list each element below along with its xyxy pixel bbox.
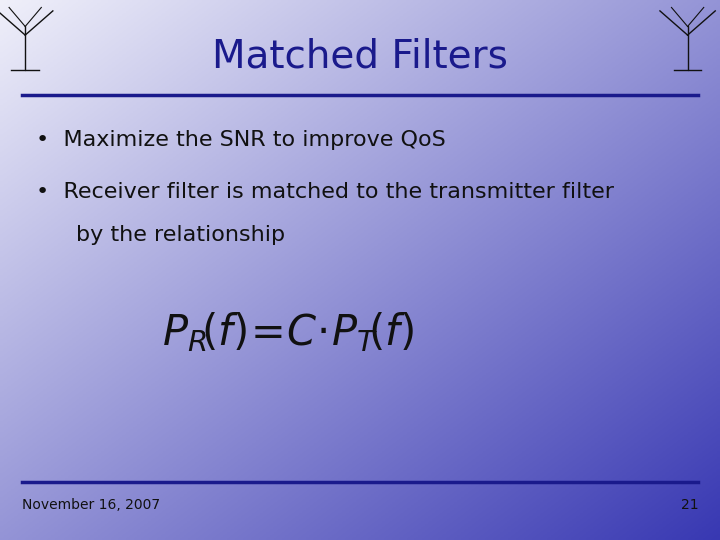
Text: $P_R\!\left(f\right)\!=\!C\!\cdot\! P_T\!\left(f\right)$: $P_R\!\left(f\right)\!=\!C\!\cdot\! P_T\… (162, 310, 414, 354)
Text: •  Receiver filter is matched to the transmitter filter: • Receiver filter is matched to the tran… (36, 181, 614, 202)
Text: November 16, 2007: November 16, 2007 (22, 498, 160, 512)
Text: Matched Filters: Matched Filters (212, 38, 508, 76)
Text: 21: 21 (681, 498, 698, 512)
Text: •  Maximize the SNR to improve QoS: • Maximize the SNR to improve QoS (36, 130, 446, 151)
Text: by the relationship: by the relationship (76, 225, 284, 245)
